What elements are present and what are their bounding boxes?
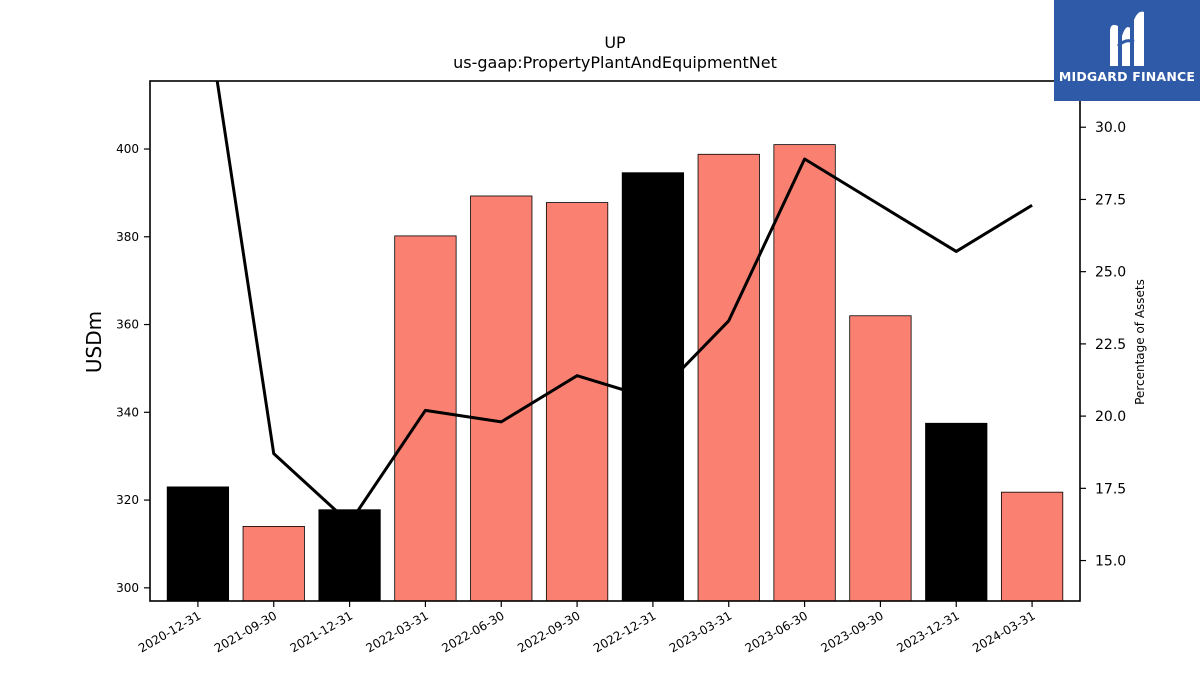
logo-mark-icon	[1110, 11, 1144, 66]
y-axis-label: USDm	[82, 311, 106, 373]
x-tick-label: 2022-06-30	[439, 608, 506, 655]
x-tick-label: 2023-09-30	[819, 608, 886, 655]
x-tick-label: 2023-03-31	[667, 608, 734, 655]
y-tick-label: 340	[116, 405, 139, 419]
x-tick-label: 2021-12-31	[288, 608, 355, 655]
y-tick-label: 320	[116, 493, 139, 507]
x-tick-label: 2024-03-31	[970, 608, 1037, 655]
bar-2020-12-31	[166, 486, 230, 602]
x-tick-label: 2023-06-30	[743, 608, 810, 655]
bars-group	[166, 144, 1064, 602]
x-tick-label: 2022-09-30	[515, 608, 582, 655]
bar-2022-06-30	[470, 195, 533, 602]
y2-tick-label: 27.5	[1095, 192, 1126, 208]
y2-tick-label: 30.0	[1095, 120, 1126, 136]
bar-2022-12-31	[621, 172, 685, 602]
bar-2023-12-31	[925, 422, 988, 602]
y2-tick-label: 15.0	[1095, 554, 1126, 570]
y-tick-label: 380	[116, 230, 139, 244]
bar-2023-03-31	[697, 153, 760, 602]
bar-2023-06-30	[773, 144, 836, 602]
y2-axis-label: Percentage of Assets	[1133, 279, 1147, 405]
logo-text: MIDGARD FINANCE	[1058, 69, 1196, 84]
x-tick-label: 2022-12-31	[591, 608, 658, 655]
y-tick-label: 360	[116, 318, 139, 332]
plot-frame	[149, 80, 1081, 602]
midgard-finance-logo: MIDGARD FINANCE	[1054, 0, 1200, 101]
y2-tick-label: 22.5	[1095, 337, 1126, 353]
bar-2021-09-30	[242, 526, 305, 602]
bar-2023-09-30	[849, 315, 912, 602]
y-tick-label: 300	[116, 581, 139, 595]
y2-tick-label: 20.0	[1095, 409, 1126, 425]
x-tick-label: 2023-12-31	[894, 608, 961, 655]
bar-2022-09-30	[545, 202, 609, 602]
x-tick-label: 2020-12-31	[136, 608, 203, 655]
x-tick-label: 2021-09-30	[212, 608, 279, 655]
line-group	[215, 81, 1033, 525]
x-tick-label: 2022-03-31	[364, 608, 431, 655]
percentage-of-assets-line	[215, 81, 1033, 525]
bar-2021-12-31	[318, 509, 381, 602]
y2-tick-label: 17.5	[1095, 481, 1126, 497]
chart-title: UP	[604, 33, 626, 52]
y2-tick-label: 25.0	[1095, 265, 1126, 281]
y-tick-label: 400	[116, 142, 139, 156]
bar-2022-03-31	[394, 235, 457, 602]
bar-2024-03-31	[1000, 491, 1064, 602]
chart-subtitle: us-gaap:PropertyPlantAndEquipmentNet	[453, 53, 777, 72]
